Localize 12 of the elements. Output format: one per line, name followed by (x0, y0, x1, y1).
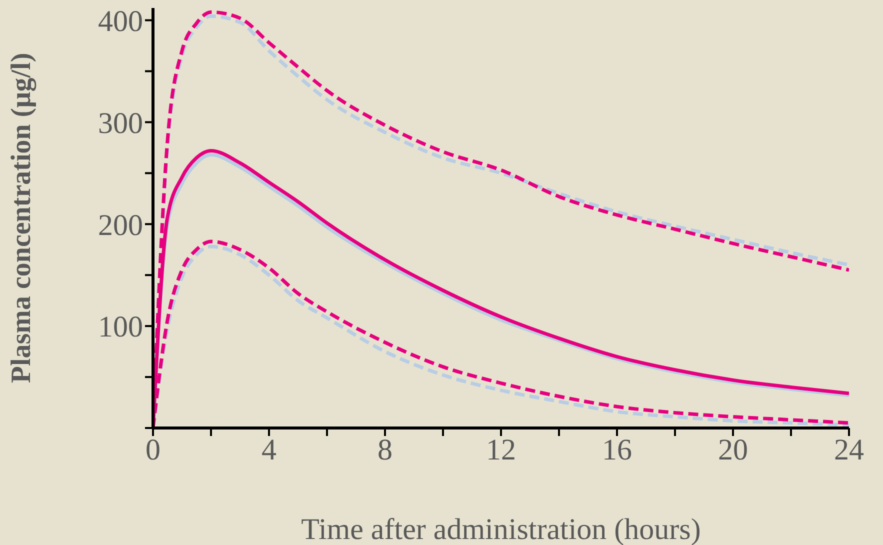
x-tick-label: 0 (146, 433, 160, 466)
y-tick-label: 400 (98, 4, 143, 38)
x-tick-label: 20 (718, 433, 748, 466)
y-tick-label: 300 (98, 106, 143, 140)
x-tick-label: 8 (378, 433, 392, 466)
x-tick-label: 16 (602, 433, 632, 466)
y-tick-label: 100 (98, 310, 143, 344)
x-tick-label: 4 (262, 433, 276, 466)
x-tick-label: 24 (834, 433, 864, 466)
y-tick-label: 200 (98, 208, 143, 242)
x-tick-label: 12 (486, 433, 516, 466)
y-axis-title: Plasma concentration (µg/l) (6, 52, 37, 384)
